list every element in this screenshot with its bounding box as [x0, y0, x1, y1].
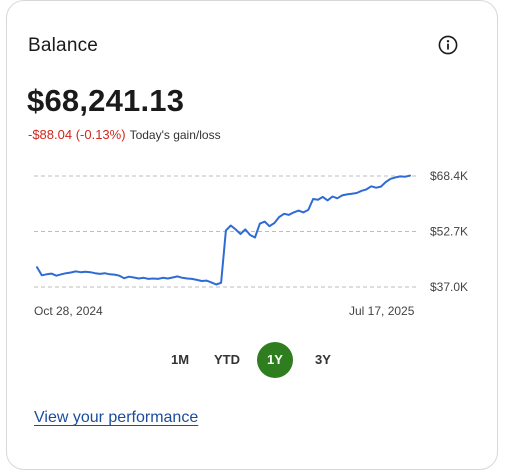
period-selector: 1M YTD 1Y 3Y	[0, 342, 506, 378]
period-ytd-button[interactable]: YTD	[214, 352, 240, 367]
info-circle-icon[interactable]	[438, 35, 458, 55]
view-performance-link[interactable]: View your performance	[34, 409, 199, 426]
period-1m-button[interactable]: 1M	[170, 352, 190, 367]
balance-card	[6, 0, 498, 470]
gain-row: -$88.04 (-0.13%) Today's gain/loss	[28, 127, 221, 142]
gain-label: Today's gain/loss	[129, 128, 221, 142]
x-end-label: Jul 17, 2025	[349, 304, 415, 318]
card-title: Balance	[28, 35, 99, 56]
balance-value: $68,241.13	[27, 83, 185, 118]
period-1y-button[interactable]: 1Y	[257, 342, 293, 378]
x-start-label: Oct 28, 2024	[34, 304, 103, 318]
gain-value: -$88.04 (-0.13%)	[28, 127, 126, 142]
period-3y-button[interactable]: 3Y	[315, 352, 331, 367]
